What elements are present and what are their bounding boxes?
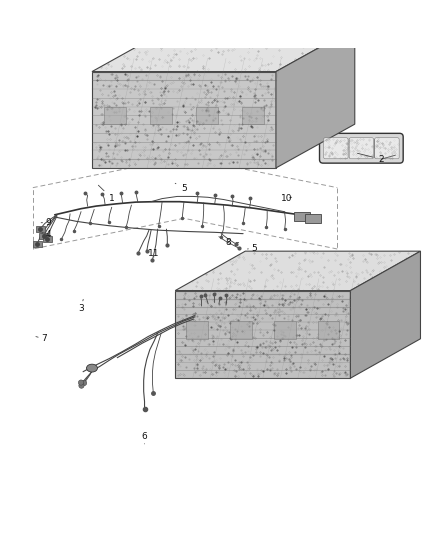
Text: 9: 9 bbox=[41, 218, 51, 227]
FancyBboxPatch shape bbox=[324, 138, 348, 159]
Text: 4: 4 bbox=[43, 230, 51, 239]
FancyBboxPatch shape bbox=[374, 138, 399, 159]
FancyBboxPatch shape bbox=[349, 138, 374, 159]
FancyBboxPatch shape bbox=[39, 233, 48, 239]
FancyBboxPatch shape bbox=[230, 321, 252, 339]
Polygon shape bbox=[92, 28, 355, 71]
Ellipse shape bbox=[86, 364, 97, 372]
Polygon shape bbox=[175, 290, 350, 378]
Circle shape bbox=[81, 381, 87, 386]
Text: 5: 5 bbox=[175, 183, 187, 193]
FancyBboxPatch shape bbox=[36, 226, 45, 232]
FancyBboxPatch shape bbox=[196, 107, 218, 124]
Polygon shape bbox=[350, 251, 420, 378]
FancyBboxPatch shape bbox=[274, 321, 296, 339]
FancyBboxPatch shape bbox=[43, 236, 52, 243]
Circle shape bbox=[79, 383, 84, 388]
Text: 10: 10 bbox=[281, 194, 293, 203]
Text: 3: 3 bbox=[78, 300, 84, 313]
FancyBboxPatch shape bbox=[33, 241, 42, 247]
FancyBboxPatch shape bbox=[305, 214, 321, 223]
Polygon shape bbox=[92, 71, 276, 168]
FancyBboxPatch shape bbox=[150, 107, 172, 124]
Polygon shape bbox=[175, 251, 420, 290]
Text: 2: 2 bbox=[357, 154, 384, 164]
FancyBboxPatch shape bbox=[294, 212, 310, 221]
Text: 1: 1 bbox=[99, 185, 115, 203]
FancyBboxPatch shape bbox=[318, 321, 339, 339]
FancyBboxPatch shape bbox=[104, 107, 126, 124]
Polygon shape bbox=[276, 28, 355, 168]
FancyBboxPatch shape bbox=[242, 107, 264, 124]
Text: 11: 11 bbox=[148, 249, 159, 258]
Text: 7: 7 bbox=[36, 334, 47, 343]
Circle shape bbox=[78, 380, 84, 385]
Text: 8: 8 bbox=[225, 238, 239, 247]
Text: 6: 6 bbox=[141, 432, 148, 444]
Text: 5: 5 bbox=[247, 244, 257, 253]
FancyBboxPatch shape bbox=[186, 321, 208, 339]
FancyBboxPatch shape bbox=[319, 133, 403, 163]
